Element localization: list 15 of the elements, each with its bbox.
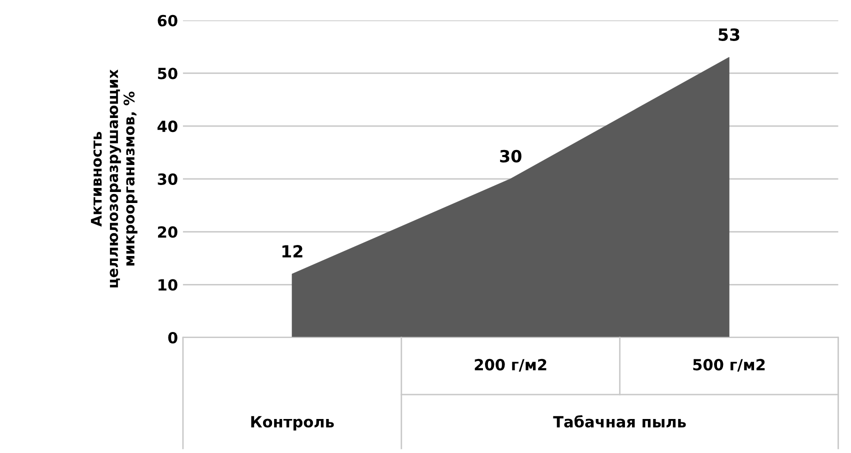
- text: Табачная пыль: [553, 415, 686, 428]
- y-tick-label: 30: [158, 173, 178, 185]
- y-tick-label: 0: [168, 332, 178, 344]
- y-tick-label: 60: [158, 14, 178, 26]
- y-axis-title: Активность целлюлозоразрушающих микроорганизмов, %: [90, 69, 138, 288]
- data-label: 12: [282, 245, 302, 258]
- y-tick-label: 10: [158, 279, 178, 291]
- text: Контроль: [251, 416, 334, 430]
- data-label: 53: [718, 28, 740, 41]
- x-tick-label: 200 г/м2: [474, 358, 546, 372]
- x-tick-label: 500 г/м2: [693, 358, 765, 372]
- data-label: 30: [500, 150, 522, 162]
- y-tick-label: 40: [158, 120, 178, 132]
- y-tick-label: 50: [158, 68, 178, 80]
- y-tick-label: 20: [158, 226, 178, 238]
